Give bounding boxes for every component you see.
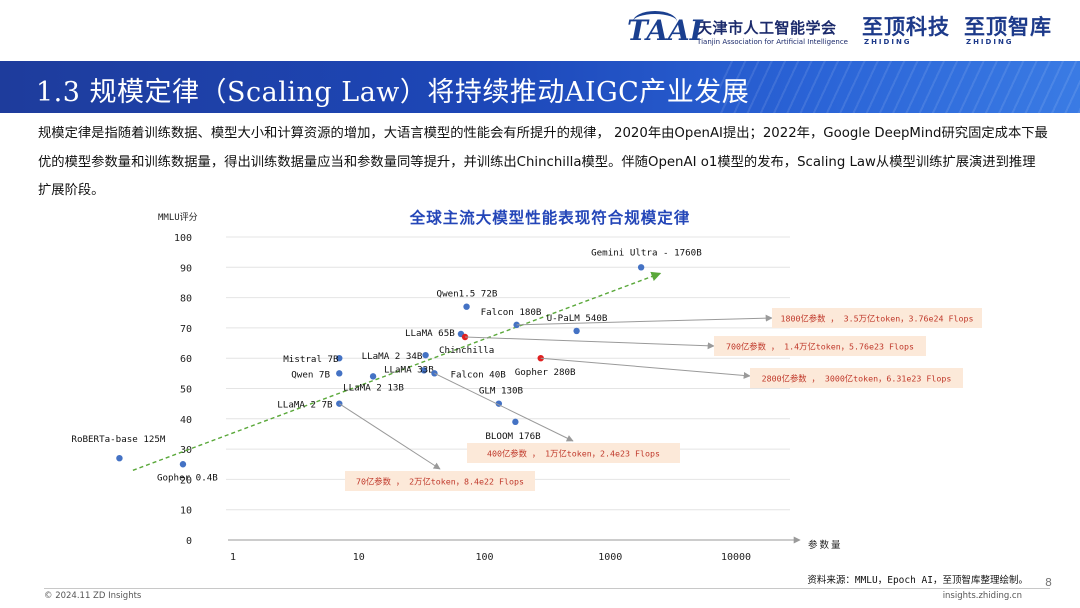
point-label-u-palm-540b: U-PaLM 540B bbox=[547, 313, 608, 324]
annotation-text-chinchilla: 700亿参数 ， 1.4万亿token，5.76e23 Flops bbox=[726, 342, 914, 352]
point-label-qwen-7b: Qwen 7B bbox=[291, 369, 330, 380]
page-number: 8 bbox=[1045, 576, 1052, 589]
header-logos: TAAI 天津市人工智能学会 Tianjin Association for A… bbox=[627, 6, 1052, 56]
point-qwen1-5-72b bbox=[463, 303, 470, 310]
trend-line bbox=[132, 271, 662, 471]
point-u-palm-540b bbox=[573, 327, 580, 335]
point-label-qwen1-5-72b: Qwen1.5 72B bbox=[437, 289, 498, 300]
y-tick-label: 10 bbox=[180, 506, 192, 517]
annotation-box-falcon-40b bbox=[467, 443, 680, 463]
annotation-text-falcon-40b: 400亿参数 ， 1万亿token，2.4e23 Flops bbox=[487, 449, 660, 459]
y-tick-label: 0 bbox=[186, 536, 192, 547]
annotation-text-gopher-280b: 2800亿参数 ， 3000亿token，6.31e23 Flops bbox=[762, 374, 952, 384]
y-tick-label: 80 bbox=[180, 294, 192, 305]
point-llama-2-7b bbox=[336, 400, 343, 407]
annotation-arrow-falcon-40b bbox=[434, 372, 574, 442]
tai-logo-icon: TAAI bbox=[627, 11, 703, 51]
annotation-arrow-falcon-180b bbox=[516, 314, 773, 326]
y-tick-label: 100 bbox=[174, 233, 192, 244]
y-tick-label: 40 bbox=[180, 415, 192, 426]
point-label-roberta-base-125m: RoBERTa-base 125M bbox=[71, 434, 166, 445]
annotation-arrow-chinchilla bbox=[465, 336, 715, 350]
point-bloom-176b bbox=[512, 418, 519, 426]
point-label-llama-33b: LLaMA 33B bbox=[384, 364, 434, 375]
point-roberta-base-125m bbox=[116, 454, 123, 462]
annotation-arrow-llama-2-7b bbox=[338, 403, 441, 470]
point-qwen-7b bbox=[336, 370, 343, 377]
annotation-box-falcon-180b bbox=[772, 308, 982, 328]
annotation-box-llama-2-7b bbox=[345, 471, 535, 491]
y-tick-label: 20 bbox=[180, 475, 192, 486]
brand1-en: ZHIDING bbox=[864, 38, 912, 46]
y-tick-label: 60 bbox=[180, 354, 192, 365]
tai-name-cn: 天津市人工智能学会 bbox=[697, 18, 837, 37]
y-tick-label: 90 bbox=[180, 263, 192, 274]
point-label-falcon-40b: Falcon 40B bbox=[450, 369, 506, 380]
point-gopher-0-4b bbox=[179, 461, 187, 468]
point-llama-33b bbox=[420, 367, 428, 374]
title-bar: 1.3 规模定律（Scaling Law）将持续推动AIGC产业发展 bbox=[0, 61, 1080, 113]
x-tick-label: 10 bbox=[353, 552, 365, 563]
x-tick-label: 1000 bbox=[598, 552, 622, 563]
x-tick-label: 1 bbox=[230, 552, 236, 563]
footer-divider bbox=[44, 588, 1050, 589]
point-chinchilla bbox=[461, 333, 469, 341]
x-axis-label: 参数量 bbox=[808, 539, 843, 551]
point-llama-2-34b bbox=[422, 351, 429, 359]
y-axis-label: MMLU评分 bbox=[158, 212, 198, 223]
brand1-cn: 至顶科技 bbox=[862, 15, 950, 39]
footer-url: insights.zhiding.cn bbox=[942, 591, 1022, 601]
point-label-gemini-ultra-1760b: Gemini Ultra - 1760B bbox=[591, 247, 702, 258]
point-llama-2-13b bbox=[369, 373, 377, 380]
tai-logo: TAAI 天津市人工智能学会 Tianjin Association for A… bbox=[627, 11, 848, 51]
chart-title: 全球主流大模型性能表现符合规模定律 bbox=[409, 209, 691, 227]
y-tick-label: 70 bbox=[180, 324, 192, 335]
point-mistral-7b bbox=[336, 355, 343, 362]
point-label-chinchilla: Chinchilla bbox=[439, 345, 494, 356]
brand2-en: ZHIDING bbox=[966, 38, 1014, 46]
annotation-text-llama-2-7b: 70亿参数 ， 2万亿token，8.4e22 Flops bbox=[356, 477, 524, 487]
zhiding-think-tank-logo: 至顶智库 ZHIDING bbox=[964, 16, 1052, 46]
annotation-arrow-gopher-280b bbox=[540, 357, 751, 379]
brand2-cn: 至顶智库 bbox=[964, 15, 1052, 39]
point-label-gopher-0-4b: Gopher 0.4B bbox=[157, 472, 218, 483]
annotation-text-falcon-180b: 1800亿参数 ， 3.5万亿token，3.76e24 Flops bbox=[781, 314, 974, 324]
point-label-llama-2-7b: LLaMA 2 7B bbox=[277, 400, 333, 411]
point-label-mistral-7b: Mistral 7B bbox=[283, 354, 339, 365]
point-label-llama-2-34b: LLaMA 2 34B bbox=[362, 351, 423, 362]
x-tick-label: 100 bbox=[475, 552, 493, 563]
annotation-box-chinchilla bbox=[714, 336, 926, 356]
annotation-box-gopher-280b bbox=[750, 368, 963, 388]
point-label-bloom-176b: BLOOM 176B bbox=[485, 431, 541, 442]
tai-name-en: Tianjin Association for Artificial Intel… bbox=[697, 37, 848, 46]
point-label-gopher-280b: Gopher 280B bbox=[515, 367, 576, 378]
intro-paragraph: 规模定律是指随着训练数据、模型大小和计算资源的增加，大语言模型的性能会有所提升的… bbox=[38, 126, 1048, 198]
source-note: 资料来源：MMLU，Epoch AI，至顶智库整理绘制。 bbox=[807, 575, 1028, 586]
y-tick-label: 50 bbox=[180, 385, 192, 396]
zhiding-tech-logo: 至顶科技 ZHIDING bbox=[862, 16, 950, 46]
point-label-llama-65b: LLaMA 65B bbox=[405, 328, 455, 339]
point-gemini-ultra-1760b bbox=[637, 264, 645, 271]
x-tick-label: 10000 bbox=[721, 552, 751, 563]
footer-copyright: © 2024.11 ZD Insights bbox=[44, 591, 142, 601]
point-falcon-180b bbox=[513, 321, 520, 329]
point-label-glm-130b: GLM 130B bbox=[479, 386, 524, 397]
point-label-llama-2-13b: LLaMA 2 13B bbox=[343, 382, 404, 393]
scaling-law-chart: 0102030405060708090100110100100010000MML… bbox=[71, 212, 982, 563]
point-falcon-40b bbox=[431, 370, 438, 377]
slide-title: 1.3 规模定律（Scaling Law）将持续推动AIGC产业发展 bbox=[36, 77, 750, 108]
point-label-falcon-180b: Falcon 180B bbox=[481, 307, 542, 318]
